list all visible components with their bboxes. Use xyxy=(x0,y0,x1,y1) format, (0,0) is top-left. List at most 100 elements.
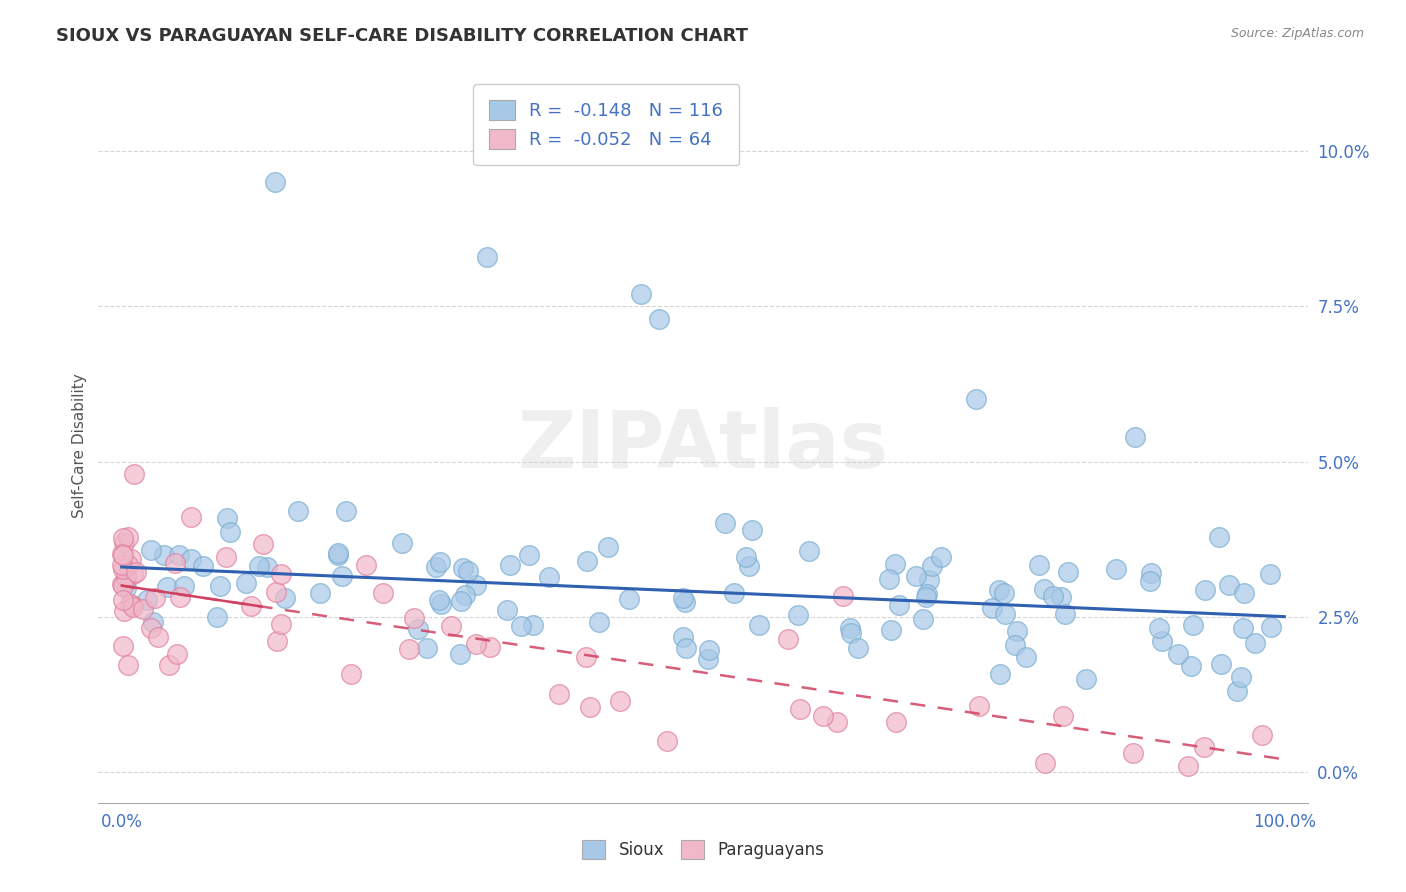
Point xyxy=(617,591,640,606)
Point xyxy=(579,699,602,714)
Point xyxy=(672,591,695,606)
Point xyxy=(427,593,450,607)
Point xyxy=(425,559,447,574)
Point xyxy=(1149,621,1171,635)
Point xyxy=(464,578,486,592)
Point xyxy=(1208,530,1230,544)
Point xyxy=(121,599,143,614)
Point xyxy=(264,175,287,189)
Point xyxy=(741,523,763,537)
Point xyxy=(1014,649,1036,664)
Point xyxy=(813,709,835,723)
Point xyxy=(166,647,188,661)
Point xyxy=(112,604,135,618)
Y-axis label: Self-Care Disability: Self-Care Disability xyxy=(72,374,87,518)
Point xyxy=(215,550,238,565)
Point xyxy=(208,579,231,593)
Point xyxy=(697,652,720,666)
Point xyxy=(117,530,139,544)
Point xyxy=(328,545,350,559)
Point xyxy=(1167,648,1189,662)
Point xyxy=(797,544,820,558)
Point xyxy=(429,555,451,569)
Point xyxy=(630,287,652,301)
Point xyxy=(1028,558,1050,572)
Point xyxy=(156,580,179,594)
Point xyxy=(122,467,145,481)
Point xyxy=(451,561,474,575)
Point xyxy=(330,568,353,582)
Point xyxy=(737,558,759,573)
Point xyxy=(1042,589,1064,603)
Point xyxy=(877,572,900,586)
Point xyxy=(574,650,596,665)
Point xyxy=(588,615,610,629)
Point xyxy=(1244,636,1267,650)
Point xyxy=(449,647,471,661)
Point xyxy=(994,607,1017,622)
Point xyxy=(167,548,190,562)
Text: SIOUX VS PARAGUAYAN SELF-CARE DISABILITY CORRELATION CHART: SIOUX VS PARAGUAYAN SELF-CARE DISABILITY… xyxy=(56,27,748,45)
Point xyxy=(340,667,363,681)
Point xyxy=(173,579,195,593)
Point xyxy=(309,585,332,599)
Point xyxy=(111,593,134,607)
Point xyxy=(1218,578,1240,592)
Point xyxy=(136,593,159,607)
Point xyxy=(609,694,631,708)
Point xyxy=(1052,708,1074,723)
Point xyxy=(335,504,357,518)
Point xyxy=(918,573,941,587)
Point xyxy=(430,597,453,611)
Point xyxy=(328,548,350,562)
Point xyxy=(264,584,287,599)
Point xyxy=(1180,659,1202,673)
Legend: Sioux, Paraguayans: Sioux, Paraguayans xyxy=(575,834,831,866)
Point xyxy=(354,558,377,572)
Point xyxy=(142,615,165,629)
Point xyxy=(143,591,166,606)
Point xyxy=(778,632,800,647)
Point xyxy=(748,618,770,632)
Point xyxy=(1182,617,1205,632)
Point xyxy=(148,630,170,644)
Point xyxy=(252,537,274,551)
Point xyxy=(1232,621,1254,635)
Point xyxy=(675,641,697,656)
Point xyxy=(124,565,146,579)
Point xyxy=(988,583,1011,598)
Point xyxy=(180,510,202,524)
Point xyxy=(180,551,202,566)
Point xyxy=(980,600,1002,615)
Text: ZIPAtlas: ZIPAtlas xyxy=(517,407,889,485)
Point xyxy=(1005,624,1028,639)
Point xyxy=(1211,657,1233,671)
Point xyxy=(880,624,903,638)
Point xyxy=(112,562,135,576)
Point xyxy=(247,559,270,574)
Point xyxy=(786,607,808,622)
Point xyxy=(402,611,425,625)
Point xyxy=(1260,620,1282,634)
Point xyxy=(141,621,163,635)
Point xyxy=(839,626,862,640)
Point xyxy=(832,589,855,603)
Point xyxy=(111,531,134,545)
Point xyxy=(270,616,292,631)
Point xyxy=(219,525,242,540)
Point xyxy=(115,568,138,582)
Point xyxy=(547,687,569,701)
Point xyxy=(883,558,905,572)
Point xyxy=(1226,684,1249,698)
Point xyxy=(117,658,139,673)
Point xyxy=(846,640,869,655)
Point xyxy=(120,552,142,566)
Point xyxy=(121,598,143,612)
Point xyxy=(921,559,943,574)
Text: Source: ZipAtlas.com: Source: ZipAtlas.com xyxy=(1230,27,1364,40)
Point xyxy=(266,634,288,648)
Point xyxy=(465,637,488,651)
Point xyxy=(391,536,413,550)
Point xyxy=(152,548,174,562)
Point xyxy=(673,594,696,608)
